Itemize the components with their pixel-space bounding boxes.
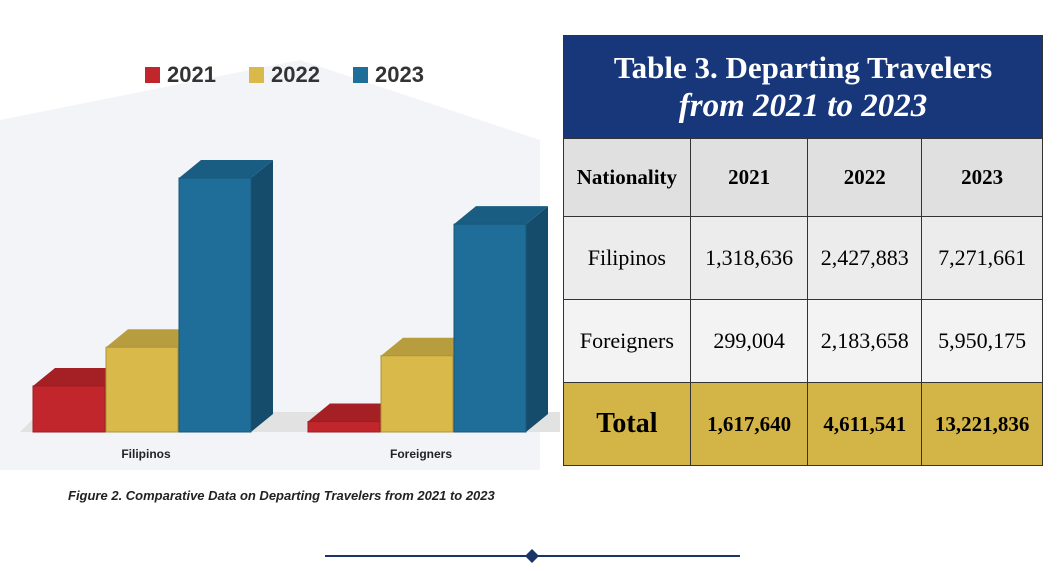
column-header: 2023 — [921, 138, 1043, 217]
column-header: 2022 — [807, 138, 923, 217]
table-cell: 13,221,836 — [921, 382, 1043, 466]
bar-top — [454, 206, 548, 225]
table-cell: 2,427,883 — [807, 216, 923, 300]
table-cell: 2,183,658 — [807, 299, 923, 383]
table-cell: 4,611,541 — [807, 382, 923, 466]
data-table: Table 3. Departing Travelers from 2021 to… — [563, 35, 1043, 466]
column-header: 2021 — [689, 138, 809, 217]
column-header: Nationality — [563, 138, 691, 217]
bar-top — [179, 160, 273, 178]
legend-swatch — [145, 67, 160, 83]
bar-top — [106, 329, 200, 348]
bar — [453, 223, 527, 433]
bar-side — [526, 206, 548, 432]
table-row: Foreigners 299,004 2,183,658 5,950,175 — [563, 299, 1043, 383]
chart: 2021 2022 2023 Filipinos Foreigners — [0, 60, 560, 557]
table-cell: 1,318,636 — [689, 216, 809, 300]
table-cell: 1,617,640 — [689, 382, 809, 466]
table-cell: Filipinos — [563, 216, 691, 300]
table-cell: 5,950,175 — [921, 299, 1043, 383]
table-row: Filipinos 1,318,636 2,427,883 7,271,661 — [563, 216, 1043, 300]
caption: Figure 2. Comparative Data on Departing … — [68, 488, 495, 503]
legend-label: 2021 — [167, 62, 216, 87]
bar-top — [381, 337, 475, 356]
legend-label: 2022 — [271, 62, 320, 87]
legend-label: 2023 — [375, 62, 424, 87]
table-cell: 7,271,661 — [921, 216, 1043, 300]
legend-swatch — [249, 67, 264, 83]
bar — [307, 421, 381, 433]
bar — [32, 385, 106, 433]
x-tick-label: Filipinos — [121, 447, 171, 461]
table-cell: 299,004 — [689, 299, 809, 383]
title-line: from 2021 to 2023 — [678, 88, 928, 124]
legend-swatch — [353, 67, 368, 83]
header-row: Nationality 2021 2022 2023 — [563, 138, 1043, 217]
bar — [380, 355, 454, 433]
table-title: Table 3. Departing Travelers from 2021 to… — [563, 35, 1043, 139]
bar — [178, 177, 252, 433]
bar — [105, 346, 179, 433]
table-cell: Total — [563, 382, 691, 466]
table-cell: Foreigners — [563, 299, 691, 383]
x-tick-label: Foreigners — [390, 447, 452, 461]
bar-top — [308, 403, 402, 422]
bar-top — [33, 367, 127, 386]
bar-side — [251, 160, 273, 432]
table-row: Total 1,617,640 4,611,541 13,221,836 — [563, 382, 1043, 466]
title-line: Table 3. Departing Travelers — [613, 50, 993, 85]
